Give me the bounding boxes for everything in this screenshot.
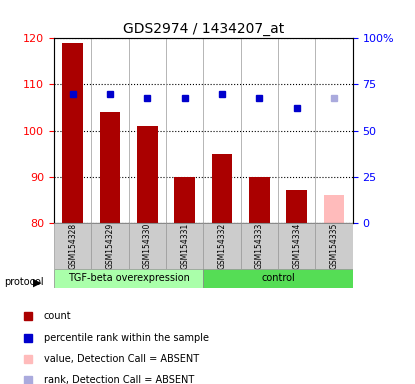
FancyBboxPatch shape [54,223,91,269]
Text: GSM154331: GSM154331 [180,223,189,269]
FancyBboxPatch shape [166,223,203,269]
Title: GDS2974 / 1434207_at: GDS2974 / 1434207_at [123,22,284,36]
FancyBboxPatch shape [241,223,278,269]
Text: TGF-beta overexpression: TGF-beta overexpression [68,273,190,283]
Bar [249,177,270,223]
Text: GSM154333: GSM154333 [255,223,264,269]
Text: GSM154328: GSM154328 [68,223,77,269]
Text: GSM154334: GSM154334 [292,223,301,269]
Text: GSM154330: GSM154330 [143,223,152,269]
Text: ▶: ▶ [33,277,42,287]
FancyBboxPatch shape [278,223,315,269]
FancyBboxPatch shape [91,223,129,269]
Text: GSM154332: GSM154332 [217,223,227,269]
Bar [62,43,83,223]
Bar [137,126,158,223]
Bar [286,190,307,223]
FancyBboxPatch shape [203,269,353,288]
Bar [324,195,344,223]
Text: control: control [261,273,295,283]
FancyBboxPatch shape [203,223,241,269]
Text: count: count [44,311,71,321]
Text: percentile rank within the sample: percentile rank within the sample [44,333,209,343]
Bar [174,177,195,223]
FancyBboxPatch shape [315,223,353,269]
FancyBboxPatch shape [54,269,203,288]
Text: rank, Detection Call = ABSENT: rank, Detection Call = ABSENT [44,375,194,384]
Bar [100,112,120,223]
Text: GSM154335: GSM154335 [330,223,339,269]
Text: protocol: protocol [4,277,44,287]
FancyBboxPatch shape [129,223,166,269]
Bar [212,154,232,223]
Text: value, Detection Call = ABSENT: value, Detection Call = ABSENT [44,354,199,364]
Text: GSM154329: GSM154329 [105,223,115,269]
